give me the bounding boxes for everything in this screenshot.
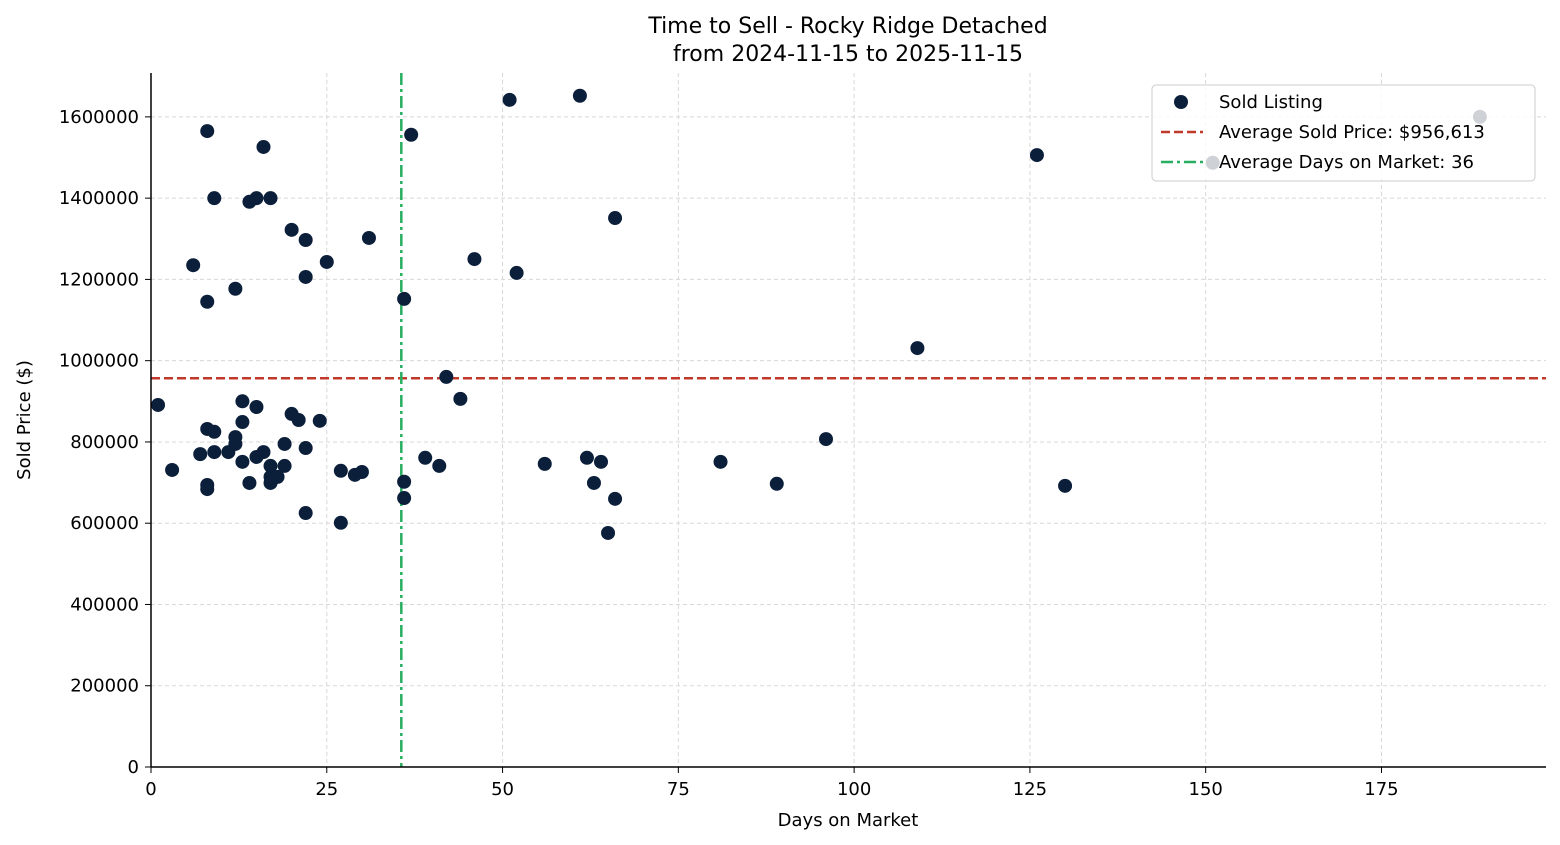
data-point: [256, 445, 271, 460]
data-point: [263, 191, 278, 206]
data-point: [312, 413, 327, 428]
data-point: [249, 399, 264, 414]
y-tick-label: 800000: [70, 432, 139, 453]
data-point: [713, 454, 728, 469]
data-point: [235, 415, 250, 430]
data-point: [256, 139, 271, 154]
data-point: [333, 463, 348, 478]
chart-subtitle: from 2024-11-15 to 2025-11-15: [673, 42, 1023, 67]
data-point: [453, 391, 468, 406]
data-point: [249, 191, 264, 206]
data-point: [242, 475, 257, 490]
y-tick-label: 0: [128, 757, 139, 778]
x-tick-label: 175: [1364, 779, 1398, 800]
data-point: [200, 294, 215, 309]
data-point: [509, 265, 524, 280]
legend-label-avg-days: Average Days on Market: 36: [1219, 152, 1474, 173]
data-point: [333, 515, 348, 530]
data-point: [1058, 478, 1073, 493]
reference-lines: [151, 73, 1546, 767]
data-point: [235, 394, 250, 409]
data-point: [467, 252, 482, 267]
y-tick-label: 200000: [70, 676, 139, 697]
data-point: [319, 254, 334, 269]
data-point: [200, 124, 215, 139]
data-point: [207, 191, 222, 206]
data-point: [200, 482, 215, 497]
x-tick-label: 75: [667, 779, 690, 800]
data-point: [819, 432, 833, 447]
y-tick-label: 1400000: [59, 188, 139, 209]
x-tick-label: 100: [837, 779, 871, 800]
data-point: [579, 450, 594, 465]
points: [151, 88, 1487, 540]
data-point: [594, 454, 608, 469]
data-point: [207, 424, 222, 439]
data-point: [439, 369, 454, 384]
y-tick-label: 400000: [70, 594, 139, 615]
data-point: [586, 475, 601, 490]
data-point: [298, 441, 313, 456]
x-tick-label: 125: [1013, 779, 1047, 800]
data-point: [910, 341, 925, 356]
legend-box: [1151, 84, 1536, 182]
y-tick-label: 600000: [70, 513, 139, 534]
data-point: [151, 397, 166, 412]
chart-title: Time to Sell - Rocky Ridge Detached: [647, 14, 1047, 39]
data-point: [397, 491, 412, 506]
data-point: [1029, 148, 1044, 163]
data-point: [608, 491, 623, 506]
data-point: [207, 445, 222, 460]
data-point: [601, 525, 616, 540]
data-point: [572, 88, 587, 103]
data-point: [418, 450, 433, 465]
data-point: [298, 506, 313, 521]
data-point: [193, 447, 208, 462]
legend-marker-sold: [1174, 95, 1188, 109]
x-tick-label: 0: [145, 779, 156, 800]
data-point: [277, 436, 292, 451]
legend-label-avg-price: Average Sold Price: $956,613: [1219, 122, 1485, 143]
data-point: [165, 462, 180, 477]
y-tick-label: 1000000: [59, 351, 139, 372]
data-point: [404, 127, 419, 142]
x-tick-label: 50: [491, 779, 514, 800]
data-point: [769, 476, 784, 491]
y-tick-label: 1600000: [59, 107, 139, 128]
data-point: [537, 456, 552, 471]
data-point: [432, 458, 447, 473]
axes: 0 25 50 75 100 125 150 175 0 200000 400000 600000 80…: [59, 73, 1546, 800]
data-point: [263, 458, 278, 473]
data-point: [608, 211, 623, 226]
data-point: [397, 291, 412, 306]
data-point: [186, 258, 201, 273]
data-point: [502, 92, 517, 107]
x-axis-label: Days on Market: [778, 810, 919, 831]
x-tick-label: 25: [315, 779, 338, 800]
y-axis-label: Sold Price ($): [14, 360, 35, 480]
data-point: [397, 474, 412, 489]
data-point: [284, 222, 299, 237]
data-point: [221, 445, 236, 460]
data-point: [235, 454, 250, 469]
data-point: [298, 232, 313, 247]
data-point: [298, 269, 313, 284]
data-point: [361, 230, 376, 245]
legend: Sold Listing Average Sold Price: $956,61…: [1151, 84, 1536, 182]
data-point: [270, 469, 285, 484]
x-tick-label: 150: [1189, 779, 1223, 800]
data-point: [228, 281, 243, 296]
data-point: [354, 465, 369, 480]
y-tick-label: 1200000: [59, 269, 139, 290]
data-point: [277, 458, 292, 473]
data-point: [291, 413, 306, 427]
legend-label-sold: Sold Listing: [1219, 92, 1323, 113]
